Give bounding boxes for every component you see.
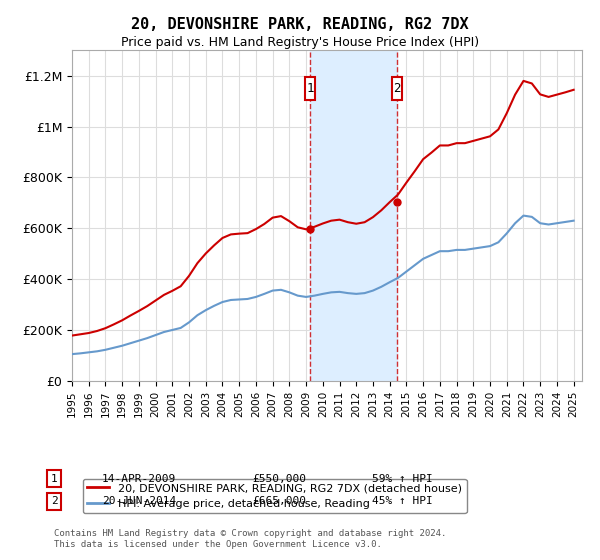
Bar [310,50,397,381]
Text: Price paid vs. HM Land Registry's House Price Index (HPI): Price paid vs. HM Land Registry's House … [121,36,479,49]
Text: 1: 1 [50,474,58,484]
Text: 14-APR-2009: 14-APR-2009 [102,474,176,484]
Legend: 20, DEVONSHIRE PARK, READING, RG2 7DX (detached house), HPI: Average price, deta: 20, DEVONSHIRE PARK, READING, RG2 7DX (d… [83,479,467,514]
Text: 2: 2 [393,82,400,95]
Text: £665,000: £665,000 [252,496,306,506]
Text: 20, DEVONSHIRE PARK, READING, RG2 7DX: 20, DEVONSHIRE PARK, READING, RG2 7DX [131,17,469,32]
Text: 1: 1 [307,82,314,95]
Text: 45% ↑ HPI: 45% ↑ HPI [372,496,433,506]
Text: £550,000: £550,000 [252,474,306,484]
Text: Contains HM Land Registry data © Crown copyright and database right 2024.
This d: Contains HM Land Registry data © Crown c… [54,529,446,549]
FancyBboxPatch shape [392,77,401,100]
Text: 20-JUN-2014: 20-JUN-2014 [102,496,176,506]
Text: 2: 2 [50,496,58,506]
Text: 59% ↑ HPI: 59% ↑ HPI [372,474,433,484]
FancyBboxPatch shape [305,77,315,100]
